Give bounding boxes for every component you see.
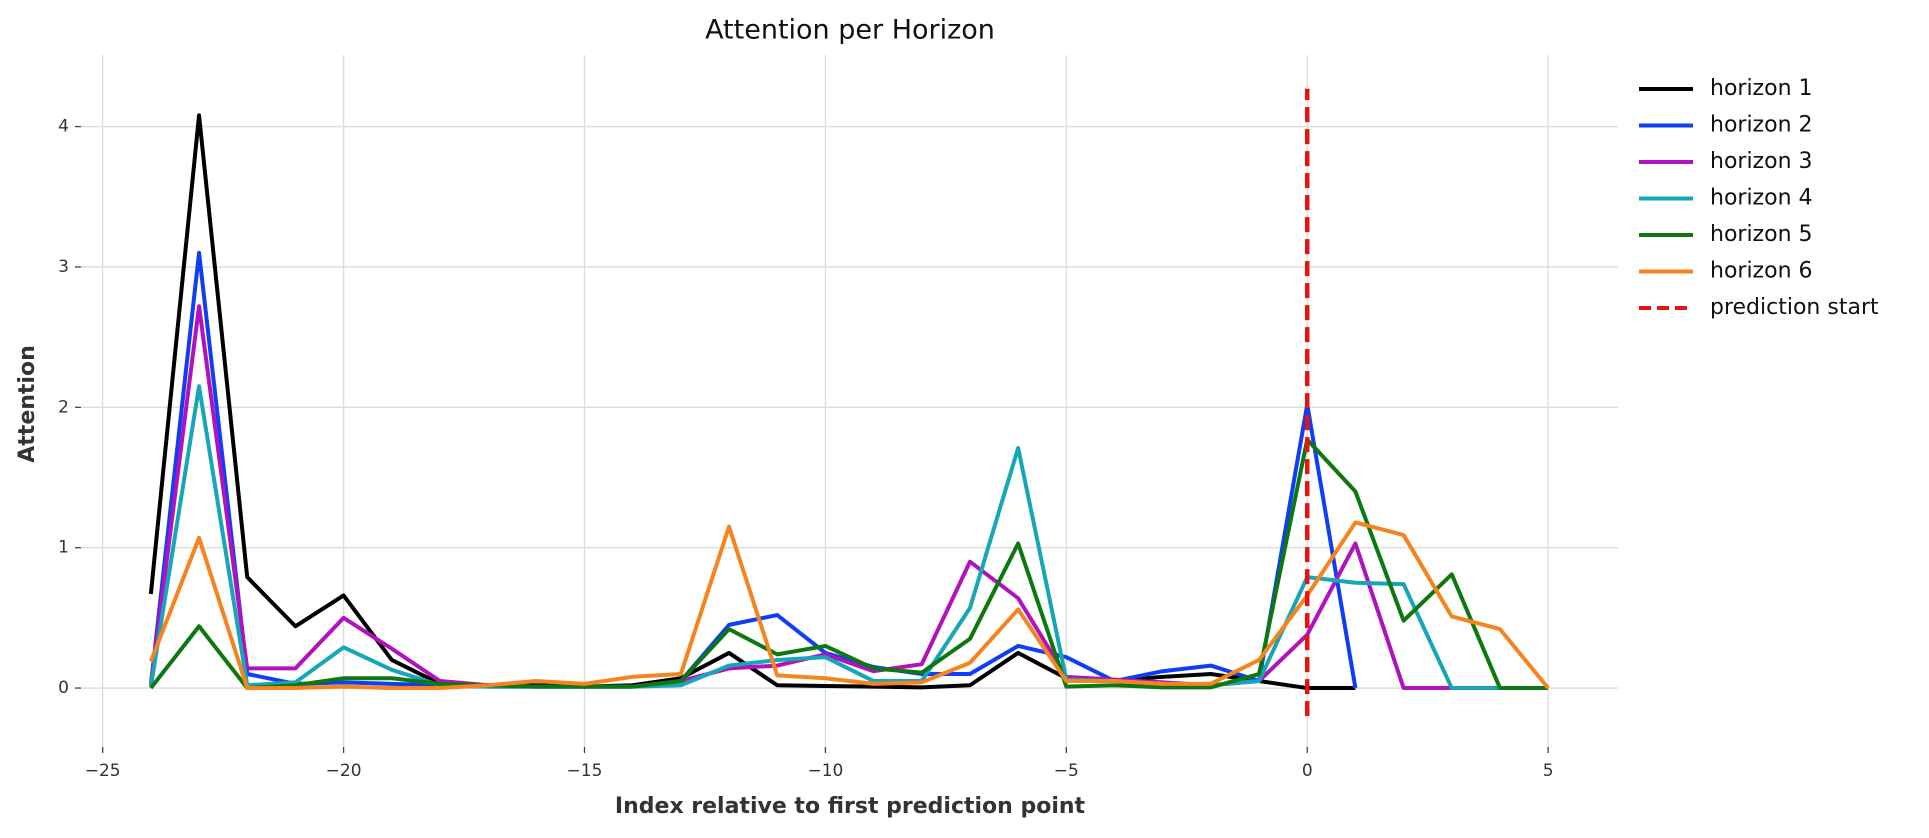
x-tick-label: 0 xyxy=(1302,761,1313,781)
series-line xyxy=(149,520,1550,691)
y-tick-label: 2 xyxy=(58,397,69,417)
legend-label: horizon 4 xyxy=(1710,186,1813,211)
x-tick-label: −20 xyxy=(326,761,362,781)
series-line xyxy=(148,384,1500,691)
x-tick-label: 5 xyxy=(1543,761,1554,781)
legend-label: horizon 1 xyxy=(1710,76,1813,101)
series-line xyxy=(148,304,1452,691)
legend-label: horizon 3 xyxy=(1710,149,1813,174)
legend-label: prediction start xyxy=(1710,295,1879,320)
y-tick-label: 3 xyxy=(58,257,69,277)
x-tick-label: −5 xyxy=(1054,761,1079,781)
y-tick-label: 1 xyxy=(58,538,69,558)
x-tick-label: −25 xyxy=(85,761,121,781)
y-axis-label: Attention xyxy=(15,345,40,462)
legend-label: horizon 6 xyxy=(1710,259,1813,284)
x-tick-label: −15 xyxy=(567,761,603,781)
series-line xyxy=(149,437,1549,691)
legend-label: horizon 2 xyxy=(1710,113,1813,138)
legend-label: horizon 5 xyxy=(1710,222,1813,247)
chart-title: Attention per Horizon xyxy=(705,15,995,46)
y-tick-label: 0 xyxy=(58,678,69,698)
series-line xyxy=(148,113,1356,691)
series-line xyxy=(148,250,1358,689)
y-tick-label: 4 xyxy=(58,117,69,137)
x-axis-label: Index relative to first prediction point xyxy=(615,794,1086,819)
x-tick-label: −10 xyxy=(807,761,843,781)
